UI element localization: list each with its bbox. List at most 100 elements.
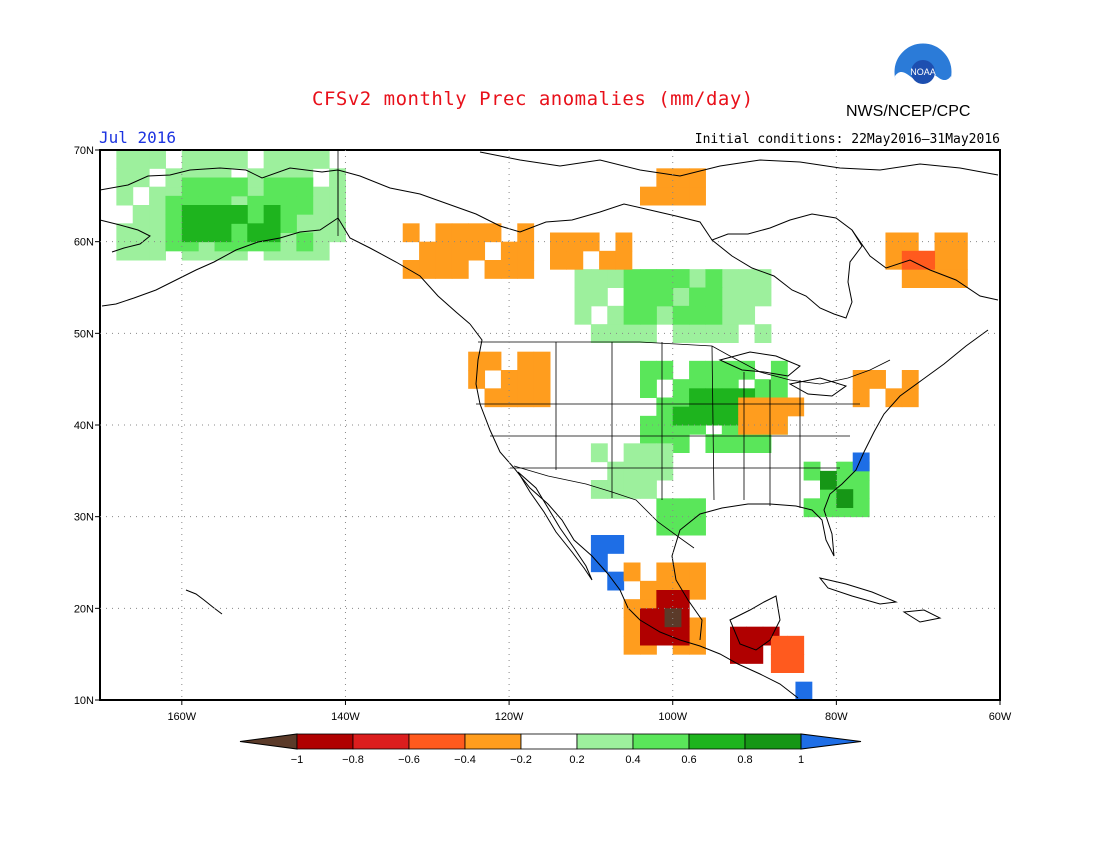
lat-label: 60N [74, 237, 94, 249]
logo-text: NOAA [910, 67, 936, 77]
anomaly-cell-dry2 [672, 168, 690, 188]
anomaly-cell-dry2 [468, 351, 486, 371]
anomaly-cell-wet2 [656, 269, 674, 288]
anomaly-cell-dry2 [656, 562, 674, 582]
anomaly-cell-wet2 [640, 415, 657, 435]
anomaly-cell-dry2 [500, 260, 518, 279]
anomaly-cell-dry4 [672, 626, 690, 646]
anomaly-cell-dry2 [484, 223, 502, 243]
anomaly-cell-dry2 [770, 397, 788, 417]
anomaly-cell-wet1 [263, 150, 281, 169]
anomaly-cell-dry2 [451, 260, 469, 279]
anomaly-cell-dry4 [730, 626, 747, 646]
anomaly-cell-dry2 [468, 241, 486, 261]
hawaii [185, 589, 223, 615]
anomaly-cell-wet1 [590, 443, 608, 463]
anomaly-cell-wet1 [689, 269, 706, 288]
anomaly-cell-wet1 [214, 150, 232, 169]
anomaly-cell-wet2 [803, 498, 821, 518]
anomaly-cell-wet2 [705, 269, 723, 288]
anomaly-cell-wet1 [590, 287, 608, 307]
anomaly-cell-wet2 [640, 379, 657, 398]
anomaly-cell-wet2 [263, 177, 281, 197]
anomaly-cell-wet2 [656, 516, 674, 536]
anomaly-cell-wet1 [116, 186, 134, 206]
anomaly-cell-dry2 [550, 250, 567, 270]
anomaly-cell-dry2 [435, 223, 453, 243]
anomaly-cell-dry2 [950, 250, 968, 270]
anomaly-cell-dry2 [623, 599, 641, 618]
hispaniola [902, 609, 942, 623]
anomaly-cell-wet3 [181, 223, 199, 243]
anomaly-cell-dry2 [484, 388, 502, 408]
anomaly-cell-wet1 [574, 269, 592, 288]
anomaly-cell-wet2 [705, 305, 723, 325]
anomaly-cell-wet2 [705, 360, 723, 380]
anomaly-cell-wet2 [623, 269, 641, 288]
anomaly-cell-wet3 [214, 205, 232, 224]
political-borders [337, 150, 891, 549]
us-mexico-border [513, 465, 695, 549]
anomaly-cell-dry2 [885, 250, 903, 270]
graticule [95, 149, 1001, 705]
anomaly-cell-wet1 [149, 241, 166, 261]
anomaly-cell-wet1 [656, 305, 674, 325]
anomaly-cell-wet1 [198, 241, 216, 261]
anomaly-cell-wet1 [116, 168, 134, 188]
anomaly-cell-dry2 [517, 241, 535, 261]
us-canada-border [478, 341, 891, 385]
anomaly-cell-wet1 [623, 480, 641, 499]
anomaly-cell-wet2 [820, 498, 837, 518]
anomaly-cell-dry2 [672, 562, 690, 582]
anomaly-cell-wet1 [607, 269, 625, 288]
anomaly-cell-wet2 [852, 498, 870, 518]
anomaly-cell-dry2 [738, 397, 756, 417]
anomaly-cell-dry2 [484, 260, 502, 279]
colorbar-arrow-low [239, 733, 298, 750]
initial-conditions: Initial conditions: 22May2016–31May2016 [694, 132, 1000, 147]
anomaly-cell-dry2 [754, 397, 772, 417]
anomaly-cell-dry2 [787, 397, 805, 417]
anomaly-cell-dry2 [402, 223, 420, 243]
anomaly-cell-dry2 [623, 562, 641, 582]
anomaly-cell-wet1 [149, 223, 166, 243]
colorbar-segment [464, 733, 522, 750]
org-label: NWS/NCEP/CPC [846, 103, 971, 120]
anomaly-cell-wet3 [689, 388, 706, 408]
anomaly-cell-dry2 [623, 617, 641, 637]
colorbar-label: 0.6 [681, 754, 696, 766]
lon-label: 160W [167, 711, 196, 723]
anomaly-cell-wet1 [672, 287, 690, 307]
lat-label: 50N [74, 328, 94, 340]
anomaly-cell-wet1 [607, 324, 625, 343]
anomaly-cell-wet2 [247, 195, 265, 215]
anomaly-cell-wet1 [312, 150, 330, 169]
anomaly-cell-dry2 [615, 232, 633, 252]
colorbar-label: 0.2 [569, 754, 584, 766]
cuba [818, 577, 898, 605]
anomaly-cell-wet2 [852, 480, 870, 499]
anomaly-cell-wet3 [247, 223, 265, 243]
colorbar: −1 −0.8 −0.6 −0.4 −0.2 0.2 0.4 0.6 0.8 1 [239, 733, 862, 766]
anomaly-cell-wet2 [230, 232, 248, 252]
anomaly-cell-dry2 [550, 232, 567, 252]
anomaly-cell-dry2 [689, 580, 706, 600]
anomaly-cell-wet1 [132, 168, 150, 188]
anomaly-cell-wet1 [754, 287, 772, 307]
anomaly-cell-wet1 [738, 305, 756, 325]
colorbar-segment [520, 733, 578, 750]
anomaly-cell-wet2 [754, 434, 772, 453]
anomaly-cell-dry2 [640, 580, 657, 600]
anomaly-cell-wet1 [738, 287, 756, 307]
anomaly-cell-wet2 [165, 214, 183, 233]
anomaly-cell-wet2 [721, 360, 739, 380]
lon-label: 140W [331, 711, 360, 723]
colorbar-label: −0.4 [454, 754, 476, 766]
anomaly-cell-wet1 [149, 186, 166, 206]
anomaly-cell-wet1 [132, 223, 150, 243]
anomaly-cell-wet1 [656, 443, 674, 463]
anomaly-cell-wet1 [623, 461, 641, 481]
anomaly-cell-dry2 [623, 635, 641, 655]
anomaly-cell-wet1 [607, 305, 625, 325]
